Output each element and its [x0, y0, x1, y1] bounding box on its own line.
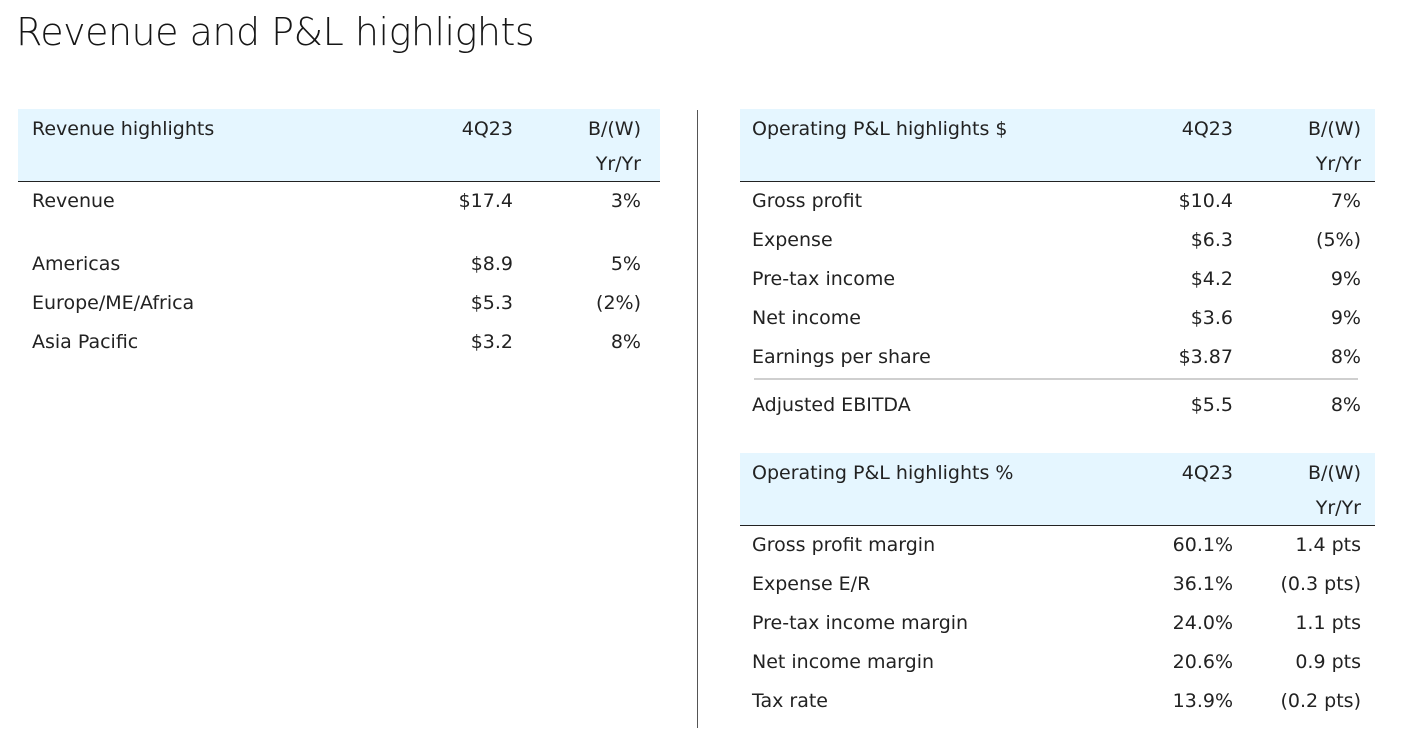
pl-percent-header-change-line1: B/(W) — [1307, 462, 1361, 484]
table-row: Expense E/R 36.1% (0.3 pts) — [740, 565, 1375, 604]
revenue-header-period: 4Q23 — [461, 118, 513, 140]
row-change: (5%) — [1316, 229, 1361, 251]
row-change: 0.9 pts — [1295, 651, 1361, 673]
row-value: 13.9% — [1172, 690, 1233, 712]
row-value: $6.3 — [1190, 229, 1233, 251]
row-value: $5.3 — [470, 292, 513, 314]
pl-percent-header-period: 4Q23 — [1181, 462, 1233, 484]
row-value: 24.0% — [1172, 612, 1233, 634]
row-label: Revenue — [32, 190, 115, 212]
row-label: Asia Pacific — [32, 331, 139, 353]
pl-dollar-table: Operating P&L highlights $ 4Q23 B/(W) Yr… — [740, 109, 1375, 425]
pl-percent-table: Operating P&L highlights % 4Q23 B/(W) Yr… — [740, 453, 1375, 721]
row-label: Tax rate — [752, 690, 828, 712]
table-row: Pre-tax income margin 24.0% 1.1 pts — [740, 604, 1375, 643]
row-separator — [754, 378, 1358, 380]
table-row: Asia Pacific $3.2 8% — [18, 323, 660, 362]
table-row: Net income margin 20.6% 0.9 pts — [740, 643, 1375, 682]
table-row: Adjusted EBITDA $5.5 8% — [740, 386, 1375, 425]
table-row: Pre-tax income $4.2 9% — [740, 260, 1375, 299]
revenue-table: Revenue highlights 4Q23 B/(W) Yr/Yr Reve… — [18, 109, 660, 362]
pl-dollar-header-change-line1: B/(W) — [1307, 118, 1361, 140]
revenue-header-label: Revenue highlights — [32, 118, 215, 140]
row-label: Net income margin — [752, 651, 935, 673]
row-value: $3.87 — [1178, 346, 1233, 368]
row-label: Europe/ME/Africa — [32, 292, 195, 314]
row-change: 8% — [1330, 394, 1361, 416]
revenue-table-header: Revenue highlights 4Q23 B/(W) Yr/Yr — [18, 109, 660, 182]
table-row: Net income $3.6 9% — [740, 299, 1375, 338]
row-value: $5.5 — [1190, 394, 1233, 416]
row-change: 3% — [610, 190, 641, 212]
row-value: 60.1% — [1172, 534, 1233, 556]
revenue-header-change-line1: B/(W) — [587, 118, 641, 140]
pl-dollar-header-label: Operating P&L highlights $ — [752, 118, 1008, 140]
row-value: 36.1% — [1172, 573, 1233, 595]
row-label: Adjusted EBITDA — [752, 394, 911, 416]
row-label: Net income — [752, 307, 861, 329]
row-value: $3.2 — [470, 331, 513, 353]
row-change: (0.3 pts) — [1280, 573, 1362, 595]
page-title: Revenue and P&L highlights — [16, 10, 535, 54]
pl-percent-header-change-line2: Yr/Yr — [1315, 497, 1361, 519]
row-change: 7% — [1330, 190, 1361, 212]
row-change: 9% — [1330, 307, 1361, 329]
table-row: Gross profit margin 60.1% 1.4 pts — [740, 526, 1375, 565]
pl-dollar-table-header: Operating P&L highlights $ 4Q23 B/(W) Yr… — [740, 109, 1375, 182]
row-label: Expense E/R — [752, 573, 871, 595]
row-change: 1.1 pts — [1295, 612, 1361, 634]
table-row: Gross profit $10.4 7% — [740, 182, 1375, 221]
row-label: Americas — [32, 253, 121, 275]
pl-percent-table-header: Operating P&L highlights % 4Q23 B/(W) Yr… — [740, 453, 1375, 526]
row-value: $10.4 — [1178, 190, 1233, 212]
pl-percent-header-label: Operating P&L highlights % — [752, 462, 1014, 484]
table-row: Revenue $17.4 3% — [18, 182, 660, 221]
row-value: $8.9 — [470, 253, 513, 275]
row-value: $3.6 — [1190, 307, 1233, 329]
table-row: Europe/ME/Africa $5.3 (2%) — [18, 284, 660, 323]
row-change: 8% — [1330, 346, 1361, 368]
row-value: 20.6% — [1172, 651, 1233, 673]
table-row: Earnings per share $3.87 8% — [740, 338, 1375, 377]
row-change: (2%) — [596, 292, 641, 314]
revenue-header-change-line2: Yr/Yr — [595, 153, 641, 175]
pl-dollar-header-period: 4Q23 — [1181, 118, 1233, 140]
table-row: Tax rate 13.9% (0.2 pts) — [740, 682, 1375, 721]
table-row: Americas $8.9 5% — [18, 245, 660, 284]
row-change: 9% — [1330, 268, 1361, 290]
table-row: Expense $6.3 (5%) — [740, 221, 1375, 260]
row-label: Gross profit — [752, 190, 863, 212]
pl-dollar-header-change-line2: Yr/Yr — [1315, 153, 1361, 175]
row-spacer — [18, 221, 660, 245]
row-change: 1.4 pts — [1295, 534, 1361, 556]
row-label: Pre-tax income — [752, 268, 896, 290]
row-value: $4.2 — [1190, 268, 1233, 290]
row-change: 5% — [610, 253, 641, 275]
row-value: $17.4 — [458, 190, 513, 212]
row-label: Expense — [752, 229, 833, 251]
column-divider — [697, 110, 698, 728]
row-change: (0.2 pts) — [1280, 690, 1362, 712]
row-label: Gross profit margin — [752, 534, 936, 556]
row-label: Earnings per share — [752, 346, 931, 368]
row-label: Pre-tax income margin — [752, 612, 969, 634]
row-change: 8% — [610, 331, 641, 353]
